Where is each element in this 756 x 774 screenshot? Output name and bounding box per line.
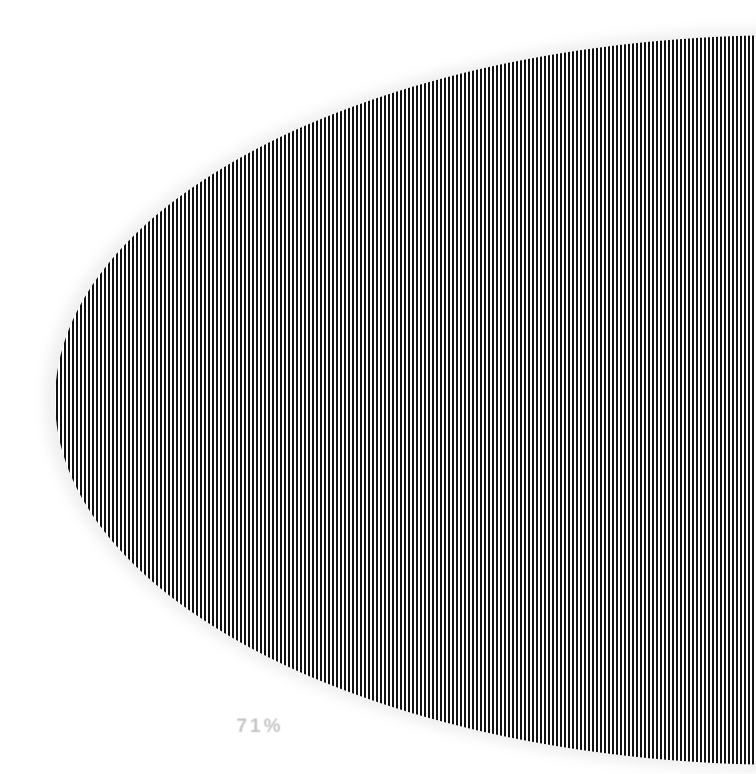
caption: 71% [110, 716, 410, 738]
caption-line-2: 71% [236, 716, 284, 737]
striped-ellipse [55, 35, 756, 765]
